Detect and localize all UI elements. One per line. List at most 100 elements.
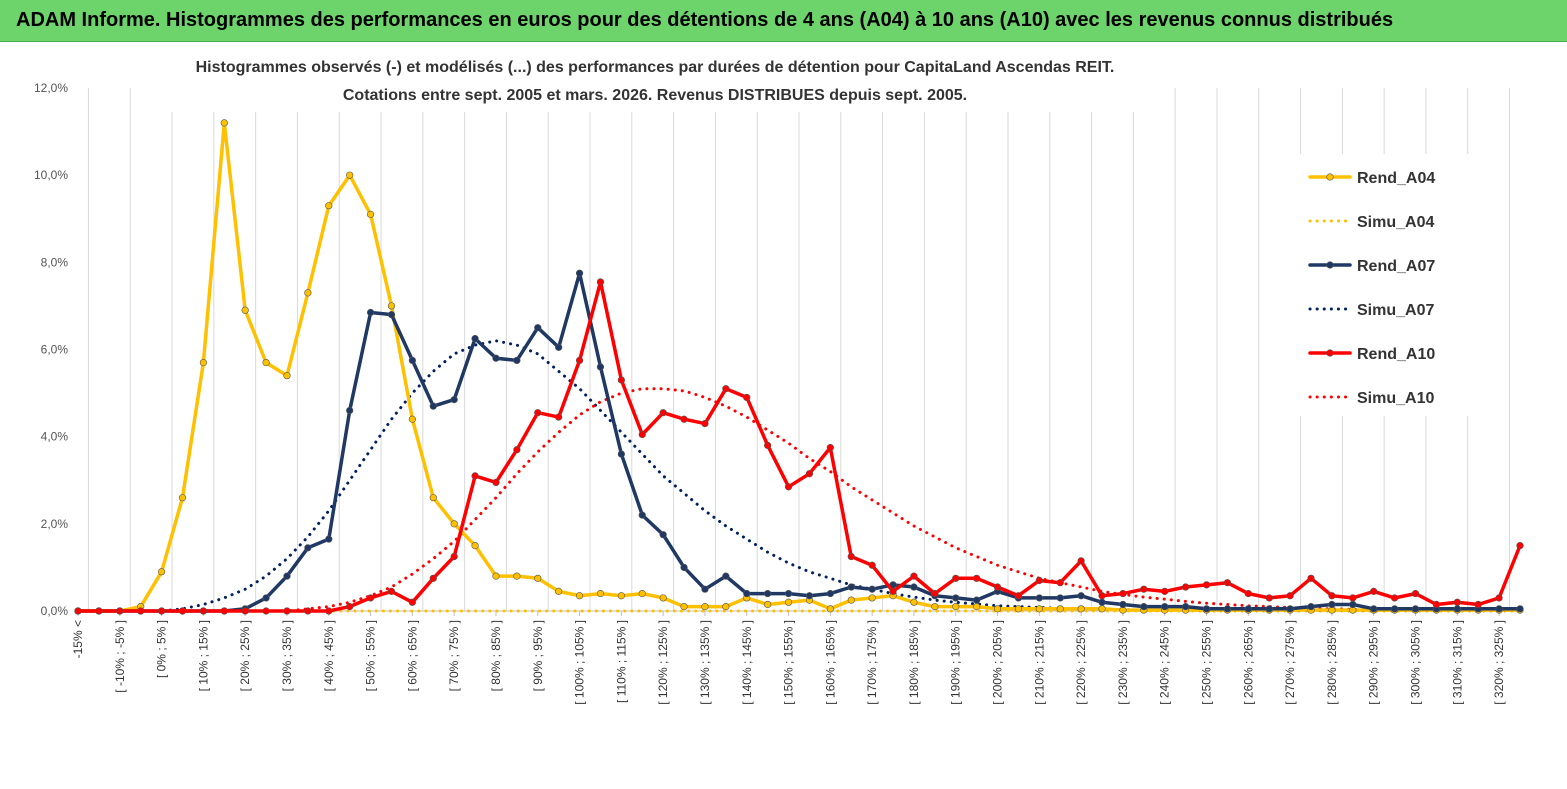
- legend-marker-Rend_A04: [1326, 173, 1334, 181]
- data-point-Rend_A07: [1140, 603, 1148, 611]
- data-point-Rend_A07: [471, 335, 479, 343]
- x-axis-ticks: -15% < [ -10% ; -5% ] [ 0% ; 5% ] [ 10% ; 1…: [71, 611, 1506, 705]
- data-point-Rend_A07: [1516, 605, 1524, 613]
- data-point-Rend_A07: [1370, 605, 1378, 613]
- data-point-Rend_A10: [743, 393, 751, 402]
- x-tick-label: [ 240% ; 245% ]: [1158, 620, 1172, 705]
- data-point-Rend_A10: [889, 587, 897, 595]
- data-point-Rend_A04: [659, 594, 667, 602]
- banner-title: ADAM Informe. Histogrammes des performan…: [16, 9, 1394, 31]
- data-point-Rend_A10: [408, 598, 416, 606]
- data-point-Rend_A04: [220, 119, 228, 127]
- data-point-Rend_A10: [429, 574, 437, 582]
- data-point-Rend_A04: [534, 574, 542, 582]
- data-point-Rend_A07: [1182, 603, 1190, 611]
- chart-title-line1: Histogrammes observés (-) et modélisés (…: [196, 59, 1115, 76]
- data-point-Rend_A10: [1014, 592, 1023, 600]
- data-point-Rend_A07: [638, 511, 646, 519]
- data-point-Rend_A10: [471, 472, 479, 480]
- data-point-Rend_A07: [1265, 605, 1273, 613]
- data-point-Rend_A07: [1077, 592, 1085, 600]
- data-point-Rend_A10: [575, 356, 584, 364]
- data-point-Rend_A04: [993, 605, 1002, 613]
- data-point-Rend_A10: [283, 607, 291, 615]
- data-point-Rend_A07: [325, 535, 333, 543]
- data-point-Rend_A04: [387, 302, 396, 310]
- legend-label-Rend_A10: Rend_A10: [1357, 346, 1435, 363]
- data-point-Rend_A07: [555, 343, 563, 351]
- data-point-Rend_A07: [1202, 605, 1211, 613]
- data-point-Rend_A04: [157, 568, 166, 576]
- data-point-Rend_A04: [847, 596, 855, 604]
- data-point-Rend_A10: [513, 446, 521, 454]
- data-point-Rend_A07: [1286, 605, 1294, 613]
- data-point-Rend_A04: [931, 603, 939, 611]
- data-point-Rend_A04: [1035, 605, 1043, 613]
- y-tick-label: 12,0%: [34, 81, 68, 95]
- data-point-Rend_A07: [1098, 598, 1106, 606]
- data-point-Rend_A07: [805, 592, 814, 600]
- data-point-Rend_A10: [1035, 576, 1043, 585]
- data-point-Rend_A10: [1474, 600, 1482, 609]
- data-point-Rend_A04: [178, 494, 187, 502]
- legend: Rend_A04 Simu_A04 Rend_A07 Simu_A07 Rend_A10…: [1290, 154, 1475, 416]
- data-point-Rend_A07: [1223, 605, 1232, 613]
- x-tick-label: [ 40% ; 45% ]: [322, 620, 336, 691]
- x-tick-label: [ 50% ; 55% ]: [364, 620, 378, 691]
- data-point-Rend_A10: [1370, 587, 1378, 595]
- data-point-Rend_A10: [847, 552, 855, 561]
- data-point-Rend_A04: [680, 603, 688, 611]
- x-tick-label: [ 260% ; 265% ]: [1241, 620, 1255, 705]
- data-point-Rend_A10: [325, 607, 333, 615]
- data-point-Rend_A10: [784, 483, 793, 491]
- x-tick-label: [ 190% ; 195% ]: [949, 620, 963, 705]
- data-point-Rend_A04: [471, 542, 479, 550]
- data-point-Rend_A07: [534, 324, 542, 332]
- data-point-Rend_A10: [1328, 592, 1336, 600]
- data-point-Rend_A07: [513, 356, 521, 364]
- data-point-Rend_A10: [199, 607, 207, 615]
- data-point-Rend_A07: [1349, 600, 1357, 609]
- data-point-Rend_A10: [1516, 542, 1524, 550]
- data-point-Rend_A07: [1495, 605, 1503, 613]
- data-point-Rend_A04: [1014, 605, 1023, 613]
- data-point-Rend_A10: [137, 607, 145, 615]
- data-point-Rend_A10: [1244, 589, 1252, 598]
- data-point-Rend_A07: [575, 269, 584, 277]
- data-point-Rend_A04: [408, 415, 416, 423]
- data-point-Rend_A10: [722, 385, 730, 393]
- x-tick-label: [ 100% ; 105% ]: [573, 620, 587, 705]
- data-point-Rend_A10: [492, 478, 500, 487]
- data-point-Rend_A10: [74, 607, 82, 615]
- data-point-Rend_A04: [868, 594, 876, 602]
- series-line-Rend_A07: [76, 271, 1522, 613]
- x-tick-label: -15% <: [71, 620, 85, 658]
- data-point-Rend_A04: [575, 592, 584, 600]
- data-point-Rend_A10: [1056, 579, 1064, 587]
- data-point-Rend_A07: [1119, 600, 1127, 609]
- data-point-Rend_A10: [1453, 598, 1461, 606]
- legend-marker-Rend_A10: [1326, 349, 1334, 357]
- x-tick-label: [ 80% ; 85% ]: [489, 620, 503, 691]
- legend-label-Simu_A07: Simu_A07: [1357, 302, 1434, 319]
- x-tick-label: [ 300% ; 305% ]: [1409, 620, 1423, 705]
- data-point-Rend_A07: [346, 406, 354, 415]
- x-tick-label: [ 200% ; 205% ]: [991, 620, 1005, 705]
- data-point-Rend_A07: [659, 531, 667, 539]
- legend-box: [1290, 154, 1475, 416]
- data-point-Rend_A04: [492, 572, 500, 580]
- data-point-Rend_A07: [596, 363, 605, 371]
- data-point-Rend_A04: [325, 202, 333, 210]
- data-point-Rend_A10: [178, 607, 187, 615]
- data-point-Rend_A10: [805, 470, 814, 478]
- x-tick-label: [ 30% ; 35% ]: [280, 620, 294, 691]
- data-point-Rend_A10: [1119, 589, 1127, 598]
- data-point-Rend_A10: [95, 607, 103, 615]
- data-point-Rend_A07: [722, 572, 730, 580]
- data-point-Rend_A10: [1265, 594, 1273, 602]
- data-point-Rend_A04: [283, 372, 291, 380]
- data-point-Rend_A04: [784, 598, 793, 606]
- data-point-Rend_A07: [743, 589, 751, 598]
- chart-title-line2: Cotations entre sept. 2005 et mars. 2026…: [343, 87, 967, 104]
- data-point-Rend_A07: [387, 311, 396, 319]
